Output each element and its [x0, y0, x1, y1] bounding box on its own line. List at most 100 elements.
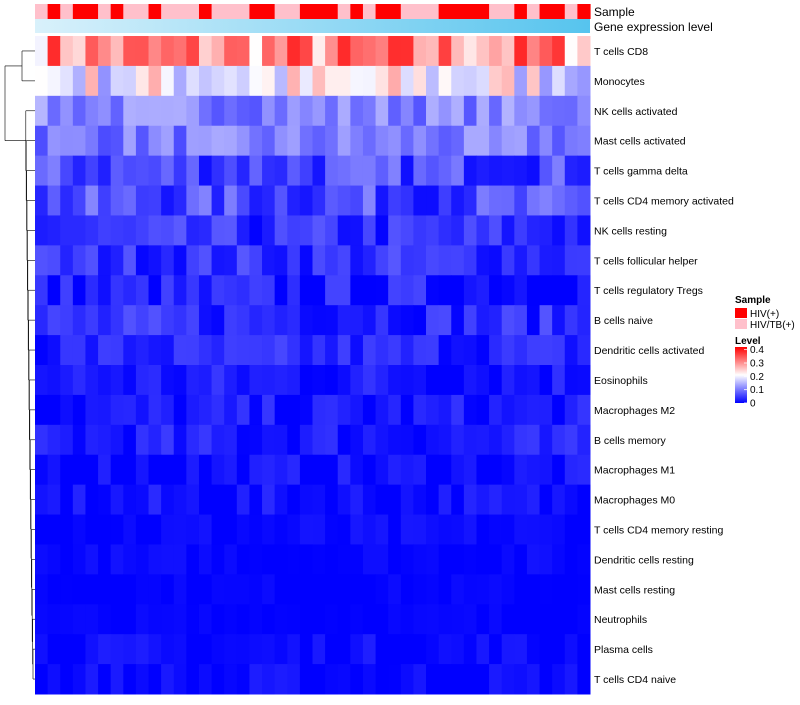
heatmap-cell: [489, 335, 503, 366]
heatmap-cell: [337, 275, 351, 306]
row-label: B cells memory: [594, 435, 667, 447]
heatmap-cell: [47, 574, 61, 605]
heatmap-cell: [262, 634, 276, 665]
heatmap-cell: [362, 365, 377, 396]
heatmap-cell: [451, 185, 465, 216]
heatmap-cell: [236, 424, 250, 456]
heatmap-cell: [552, 36, 566, 67]
heatmap-cell: [110, 604, 124, 635]
heatmap-cell: [148, 125, 162, 157]
heatmap-cell: [539, 185, 553, 216]
heatmap-cell: [539, 65, 553, 97]
heatmap-cell: [337, 185, 351, 216]
heatmap-cell: [463, 664, 477, 695]
heatmap-cell: [98, 574, 112, 605]
heatmap-cell: [552, 574, 566, 605]
heatmap-cell: [211, 544, 225, 575]
heatmap-cell: [224, 215, 238, 246]
heatmap-cell: [564, 574, 578, 605]
heatmap-cell: [274, 95, 288, 127]
heatmap-cell: [426, 484, 440, 516]
heatmap-cell: [186, 604, 200, 635]
heatmap-cell: [123, 484, 137, 516]
heatmap-cell: [489, 215, 503, 246]
heatmap-cell: [85, 275, 99, 306]
heatmap-cell: [148, 335, 162, 366]
heatmap-cell: [47, 664, 61, 695]
heatmap-cell: [489, 664, 503, 695]
heatmap-cell: [35, 604, 49, 635]
heatmap-cell: [526, 215, 541, 246]
heatmap-cell: [312, 245, 326, 276]
heatmap-cell: [539, 245, 553, 276]
heatmap-cell: [426, 155, 440, 187]
heatmap-cell: [161, 604, 175, 635]
heatmap-cell: [60, 155, 74, 187]
heatmap-cell: [413, 245, 427, 276]
heatmap-cell: [249, 95, 263, 127]
heatmap-cell: [463, 245, 477, 276]
heatmap-cell: [451, 95, 465, 127]
heatmap-cell: [350, 65, 364, 97]
heatmap-cell: [489, 36, 503, 67]
heatmap-cell: [463, 65, 477, 97]
heatmap-cell: [98, 454, 112, 486]
heatmap-cell: [161, 155, 175, 187]
heatmap-cell: [400, 634, 414, 665]
heatmap-cell: [186, 574, 200, 605]
heatmap-cell: [526, 305, 541, 336]
heatmap-cell: [577, 275, 591, 306]
heatmap-cell: [539, 215, 553, 246]
heatmap-cell: [388, 634, 402, 665]
heatmap-cell: [539, 484, 553, 516]
heatmap-cell: [135, 664, 150, 695]
heatmap-cell: [98, 365, 112, 396]
heatmap-cell: [400, 125, 414, 157]
heatmap-cell: [413, 185, 427, 216]
heatmap-cell: [47, 634, 61, 665]
heatmap-cell: [476, 305, 490, 336]
sample-legend-title: Sample: [735, 295, 771, 306]
heatmap-cell: [325, 335, 339, 366]
sample-annotation-cell: [98, 4, 112, 19]
heatmap-cell: [577, 36, 591, 67]
heatmap-cell: [375, 155, 389, 187]
heatmap-cell: [135, 215, 150, 246]
heatmap-cell: [325, 275, 339, 306]
heatmap-cell: [501, 125, 515, 157]
heatmap-cell: [400, 574, 414, 605]
heatmap-cell: [148, 454, 162, 486]
heatmap-cell: [312, 365, 326, 396]
heatmap-cell: [224, 574, 238, 605]
heatmap-cell: [564, 604, 578, 635]
heatmap-cell: [274, 215, 288, 246]
heatmap-cell: [47, 185, 61, 216]
heatmap-cell: [337, 484, 351, 516]
heatmap-cell: [312, 36, 326, 67]
heatmap-cell: [564, 245, 578, 276]
heatmap-cell: [224, 514, 238, 545]
heatmap-cell: [312, 544, 326, 575]
heatmap-cell: [186, 544, 200, 575]
heatmap-cell: [514, 245, 528, 276]
heatmap-cell: [388, 275, 402, 306]
heatmap-cell: [362, 305, 377, 336]
heatmap-cell: [60, 484, 74, 516]
heatmap-cell: [262, 574, 276, 605]
heatmap-cell: [98, 245, 112, 276]
heatmap-cell: [476, 365, 490, 396]
row-label: T cells CD4 memory activated: [594, 196, 734, 208]
heatmap-cell: [262, 604, 276, 635]
sample-annotation-cell: [325, 4, 339, 19]
heatmap-cell: [186, 245, 200, 276]
heatmap-cell: [375, 394, 389, 426]
heatmap-cell: [161, 95, 175, 127]
heatmap-cell: [173, 604, 187, 635]
heatmap-cell: [400, 365, 414, 396]
heatmap-cell: [451, 604, 465, 635]
heatmap-cell: [135, 634, 150, 665]
heatmap-cell: [274, 394, 288, 426]
heatmap-cell: [362, 215, 377, 246]
heatmap-cell: [262, 245, 276, 276]
heatmap-cell: [98, 185, 112, 216]
